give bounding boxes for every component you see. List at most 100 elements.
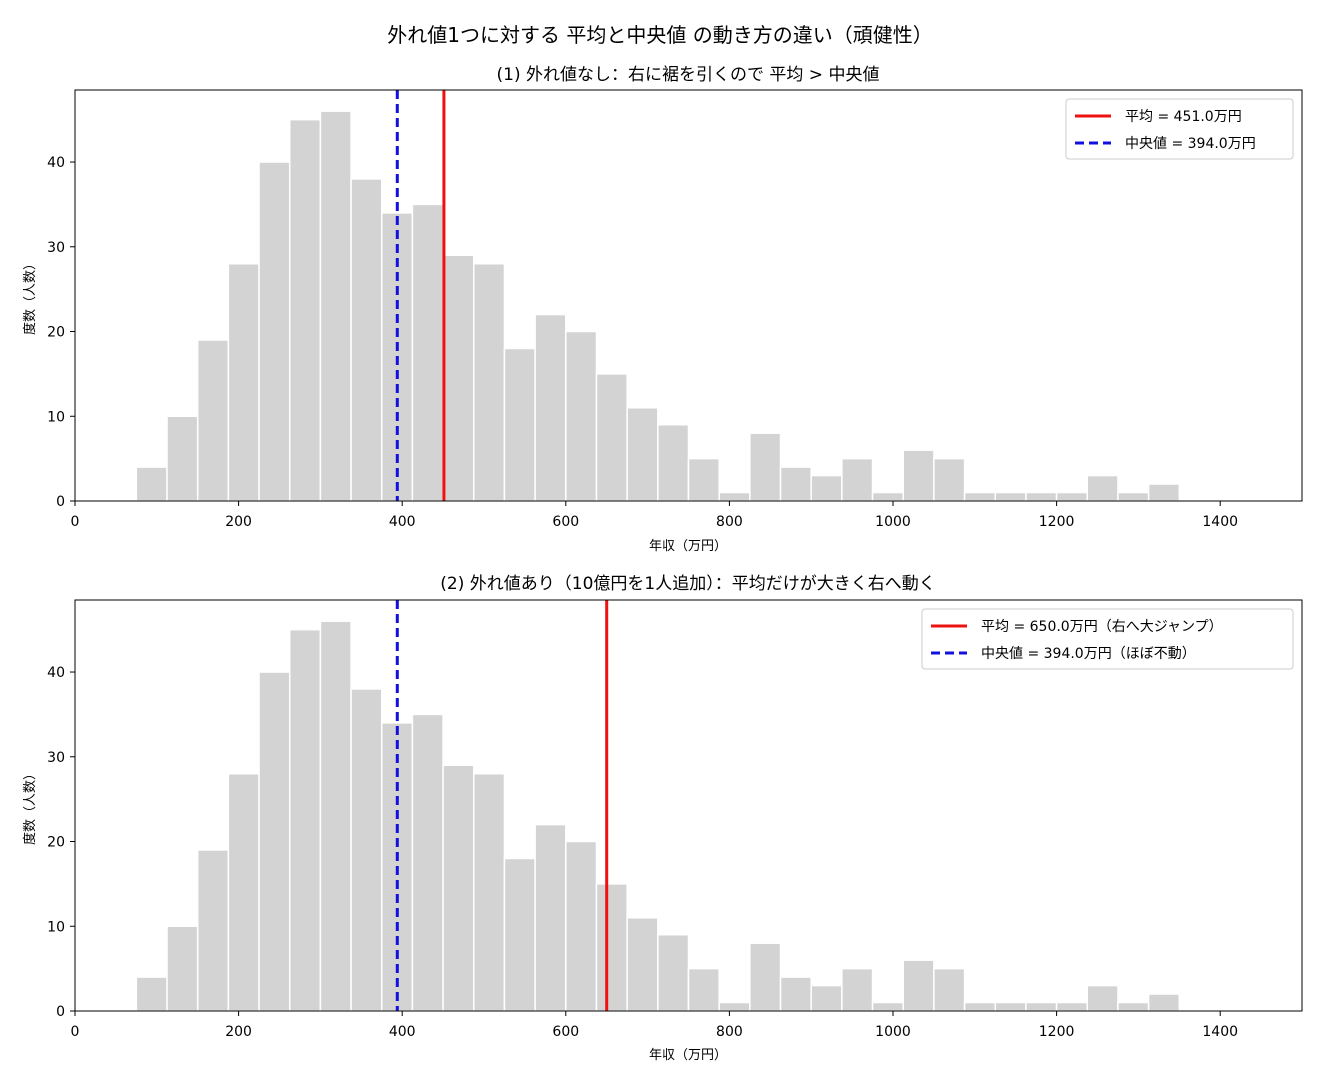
- bar-34: [1147, 993, 1181, 1012]
- x-tick-label: 1200: [1039, 1024, 1075, 1040]
- panel-2-title: (2) 外れ値あり（10億円を1人追加）：平均だけが大きく右へ動く: [440, 574, 935, 594]
- panel-2-x-ticks: 0 200 400 600 800 1000 1200 1400: [71, 1011, 1238, 1040]
- figure-suptitle: 外れ値1つに対する 平均と中央値 の動き方の違い（頑健性）: [387, 23, 932, 47]
- bar-33: [1117, 491, 1150, 502]
- bar-20: [718, 1001, 751, 1012]
- x-tick-label: 600: [552, 514, 579, 530]
- panel-2-reference-lines: [395, 600, 609, 1011]
- x-tick-label: 1200: [1039, 514, 1075, 530]
- bar-31: [1055, 1001, 1089, 1012]
- bar-28: [963, 491, 997, 502]
- bar-12: [473, 262, 506, 502]
- bar-30: [1025, 1001, 1058, 1012]
- y-tick-label: 40: [47, 155, 65, 171]
- bar-14: [534, 313, 567, 502]
- bar-29: [994, 1001, 1027, 1012]
- bar-2: [166, 415, 199, 502]
- bar-17: [626, 407, 659, 502]
- y-tick-label: 30: [47, 240, 65, 256]
- y-tick-label: 20: [47, 325, 65, 341]
- bar-21: [749, 942, 782, 1012]
- bar-4: [227, 772, 260, 1012]
- bar-34: [1147, 483, 1181, 502]
- panel-1-bars: [135, 110, 1181, 502]
- bar-24: [841, 457, 874, 502]
- bar-26: [902, 449, 935, 502]
- panel-1-x-ticks: 0 200 400 600 800 1000 1200 1400: [71, 501, 1238, 530]
- x-tick-label: 800: [716, 1024, 743, 1040]
- bar-25: [871, 1001, 904, 1012]
- bar-32: [1086, 984, 1119, 1012]
- bar-29: [994, 491, 1027, 502]
- y-tick-label: 10: [47, 919, 65, 935]
- bar-17: [626, 917, 659, 1012]
- panel-2-y-axis-label: 度数（人数）: [22, 767, 38, 845]
- bar-21: [749, 432, 782, 502]
- bar-5: [258, 671, 291, 1012]
- x-tick-label: 600: [552, 1024, 579, 1040]
- panel-1-y-ticks: 0 10 20 30 40: [47, 155, 75, 510]
- bar-31: [1055, 491, 1089, 502]
- bar-11: [442, 254, 475, 502]
- panel-2-axes-frame: [74, 599, 1303, 1012]
- panel-1-legend-median-label: 中央値 = 394.0万円: [1125, 136, 1256, 152]
- x-tick-label: 800: [716, 514, 743, 530]
- y-tick-label: 30: [47, 750, 65, 766]
- bar-15: [565, 330, 598, 502]
- bar-6: [288, 628, 322, 1012]
- y-tick-label: 40: [47, 665, 65, 681]
- bar-24: [841, 967, 874, 1012]
- bar-2: [166, 925, 199, 1012]
- bar-11: [442, 764, 475, 1012]
- bar-10: [411, 713, 444, 1012]
- panel-2-legend: 平均 = 650.0万円（右へ大ジャンプ） 中央値 = 394.0万円（ほぼ不動…: [921, 608, 1294, 670]
- x-tick-label: 0: [71, 1024, 80, 1040]
- y-tick-label: 0: [56, 494, 65, 510]
- bar-3: [196, 849, 230, 1012]
- panel-2-bars: [135, 620, 1181, 1012]
- y-tick-label: 20: [47, 835, 65, 851]
- y-tick-label: 0: [56, 1004, 65, 1020]
- panel-2-legend-median-label: 中央値 = 394.0万円（ほぼ不動）: [981, 646, 1196, 662]
- bar-7: [319, 620, 352, 1012]
- panel-1-title: (1) 外れ値なし：右に裾を引くので 平均 > 中央値: [497, 65, 880, 85]
- x-tick-label: 1000: [875, 514, 911, 530]
- bar-23: [810, 474, 843, 502]
- bar-8: [350, 688, 383, 1012]
- bar-25: [871, 491, 904, 502]
- x-tick-label: 400: [389, 514, 416, 530]
- bar-1: [135, 976, 168, 1012]
- bar-8: [350, 178, 383, 502]
- panel-1-legend-mean-label: 平均 = 451.0万円: [1125, 109, 1242, 125]
- x-tick-label: 200: [225, 514, 252, 530]
- bar-10: [411, 203, 444, 502]
- panel-1-axes-frame: [74, 89, 1303, 502]
- panel-2-y-ticks: 0 10 20 30 40: [47, 665, 75, 1020]
- bar-19: [687, 967, 720, 1012]
- bar-13: [503, 857, 536, 1012]
- bar-30: [1025, 491, 1058, 502]
- panel-1-y-axis-label: 度数（人数）: [22, 257, 38, 335]
- x-tick-label: 400: [389, 1024, 416, 1040]
- x-tick-label: 0: [71, 514, 80, 530]
- bar-7: [319, 110, 352, 502]
- panel-1: (1) 外れ値なし：右に裾を引くので 平均 > 中央値 0 200 400 600 80…: [22, 65, 1303, 554]
- panel-2-x-axis-label: 年収（万円）: [649, 1048, 727, 1063]
- panel-2-legend-box: [921, 608, 1294, 670]
- bar-23: [810, 984, 843, 1012]
- panel-1-reference-lines: [395, 90, 446, 501]
- panel-1-x-axis-label: 年収（万円）: [649, 539, 727, 554]
- x-tick-label: 200: [225, 1024, 252, 1040]
- x-tick-label: 1400: [1202, 1024, 1238, 1040]
- panel-1-legend-box: [1065, 98, 1294, 160]
- x-tick-label: 1000: [875, 1024, 911, 1040]
- bar-3: [196, 339, 230, 502]
- bar-12: [473, 772, 506, 1012]
- bar-20: [718, 491, 751, 502]
- bar-27: [933, 967, 966, 1012]
- panel-2: (2) 外れ値あり（10億円を1人追加）：平均だけが大きく右へ動く 0 200 40…: [22, 574, 1303, 1063]
- bar-18: [657, 423, 690, 502]
- bar-28: [963, 1001, 997, 1012]
- bar-26: [902, 959, 935, 1012]
- bar-6: [288, 118, 322, 502]
